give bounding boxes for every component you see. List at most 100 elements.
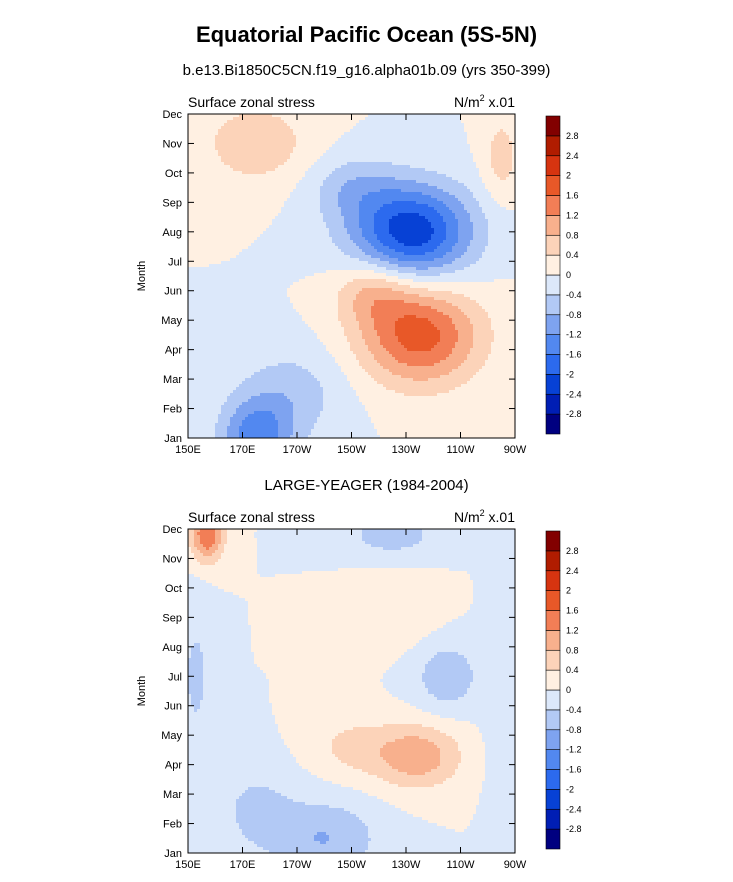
contour-cell — [194, 387, 198, 391]
contour-cell — [224, 384, 228, 388]
contour-cell — [191, 198, 195, 202]
contour-cell — [281, 321, 285, 325]
contour-cell — [212, 294, 216, 298]
contour-cell — [299, 372, 303, 376]
contour-cell — [209, 186, 213, 190]
contour-cell — [311, 147, 315, 151]
contour-cell — [257, 207, 261, 211]
contour-cell — [269, 420, 273, 424]
contour-cell — [242, 135, 246, 139]
contour-cell — [281, 357, 285, 361]
contour-cell — [209, 333, 213, 337]
contour-cell — [296, 435, 300, 439]
contour-cell — [227, 192, 231, 196]
contour-cell — [197, 231, 201, 235]
contour-cell — [227, 132, 231, 136]
contour-cell — [221, 384, 225, 388]
contour-cell — [221, 201, 225, 205]
contour-cell — [230, 252, 234, 256]
contour-cell — [236, 216, 240, 220]
contour-cell — [218, 162, 222, 166]
contour-cell — [236, 114, 240, 118]
contour-cell — [209, 381, 213, 385]
contour-cell — [233, 363, 237, 367]
contour-cell — [305, 243, 309, 247]
contour-cell — [215, 375, 219, 379]
contour-cell — [263, 432, 267, 436]
contour-cell — [296, 363, 300, 367]
contour-cell — [245, 258, 249, 262]
contour-cell — [203, 306, 207, 310]
contour-cell — [236, 384, 240, 388]
contour-cell — [227, 240, 231, 244]
contour-cell — [317, 207, 321, 211]
contour-cell — [254, 177, 258, 181]
contour-cell — [278, 297, 282, 301]
contour-cell — [266, 378, 270, 382]
contour-cell — [188, 294, 192, 298]
contour-cell — [206, 330, 210, 334]
contour-cell — [281, 303, 285, 307]
contour-cell — [188, 381, 192, 385]
contour-cell — [239, 402, 243, 406]
contour-cell — [248, 318, 252, 322]
contour-cell — [224, 333, 228, 337]
contour-cell — [317, 135, 321, 139]
contour-cell — [209, 123, 213, 127]
contour-cell — [302, 219, 306, 223]
contour-cell — [269, 435, 273, 439]
contour-cell — [218, 345, 222, 349]
contour-cell — [281, 288, 285, 292]
contour-cell — [293, 402, 297, 406]
contour-cell — [323, 225, 327, 229]
contour-cell — [278, 159, 282, 163]
contour-cell — [275, 306, 279, 310]
contour-cell — [269, 336, 273, 340]
contour-cell — [284, 294, 288, 298]
contour-cell — [218, 372, 222, 376]
contour-cell — [278, 117, 282, 121]
contour-cell — [293, 156, 297, 160]
contour-cell — [317, 213, 321, 217]
contour-cell — [224, 210, 228, 214]
contour-cell — [221, 387, 225, 391]
contour-cell — [254, 144, 258, 148]
contour-cell — [299, 219, 303, 223]
contour-cell — [302, 375, 306, 379]
contour-cell — [221, 318, 225, 322]
contour-cell — [242, 159, 246, 163]
contour-cell — [299, 204, 303, 208]
contour-cell — [242, 342, 246, 346]
contour-cell — [251, 258, 255, 262]
contour-cell — [314, 141, 318, 145]
contour-cell — [218, 336, 222, 340]
contour-cell — [200, 189, 204, 193]
contour-cell — [224, 192, 228, 196]
contour-cell — [233, 435, 237, 439]
contour-cell — [275, 114, 279, 118]
contour-cell — [224, 159, 228, 163]
contour-cell — [290, 339, 294, 343]
contour-cell — [260, 381, 264, 385]
contour-cell — [320, 417, 324, 421]
contour-cell — [320, 342, 324, 346]
contour-cell — [206, 255, 210, 259]
contour-cell — [257, 351, 261, 355]
contour-cell — [281, 129, 285, 133]
contour-cell — [314, 174, 318, 178]
contour-cell — [311, 180, 315, 184]
contour-cell — [236, 201, 240, 205]
contour-cell — [209, 246, 213, 250]
contour-cell — [251, 198, 255, 202]
contour-cell — [215, 252, 219, 256]
contour-cell — [200, 159, 204, 163]
contour-cell — [245, 339, 249, 343]
contour-cell — [242, 180, 246, 184]
contour-cell — [200, 357, 204, 361]
contour-cell — [275, 210, 279, 214]
contour-cell — [260, 255, 264, 259]
contour-cell — [224, 249, 228, 253]
contour-cell — [251, 129, 255, 133]
contour-cell — [233, 264, 237, 268]
contour-cell — [236, 417, 240, 421]
